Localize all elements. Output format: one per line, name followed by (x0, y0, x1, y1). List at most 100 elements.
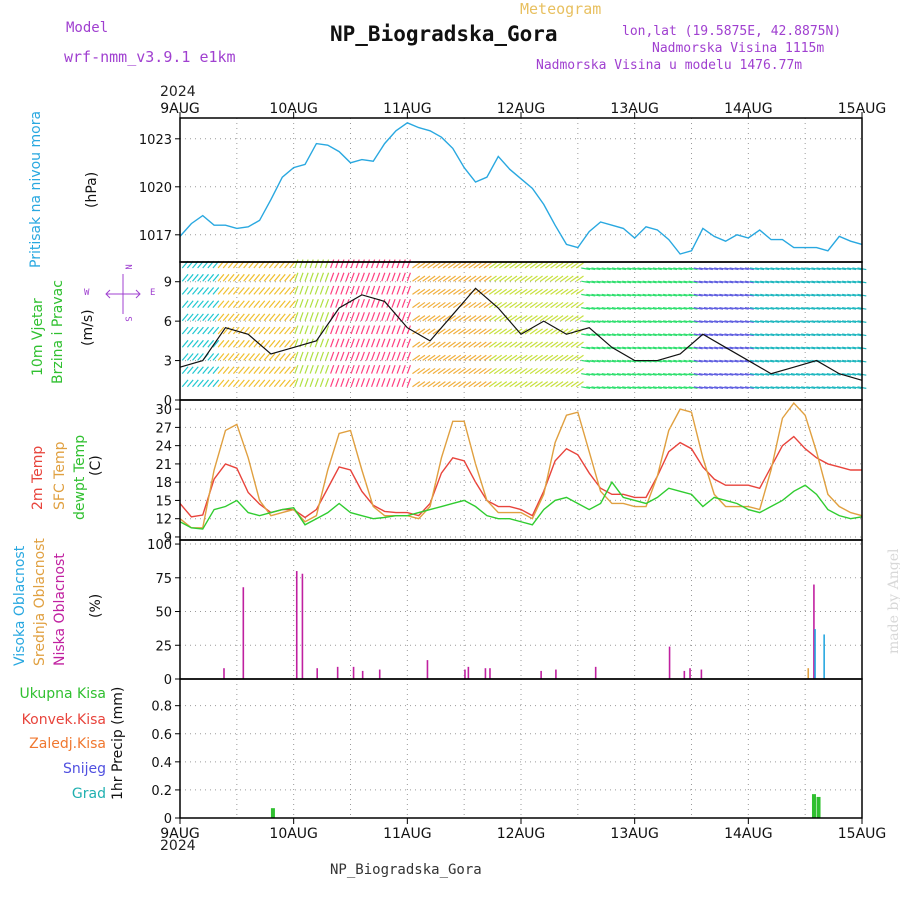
wind-barb (243, 339, 250, 348)
wind-barb (268, 313, 276, 322)
wind-barb (734, 333, 744, 337)
wind-barb (719, 320, 729, 323)
wind-barb (647, 293, 657, 297)
wind-barb (780, 359, 790, 363)
wind-barb (478, 288, 487, 295)
wind-barb (570, 354, 579, 361)
panel-grid-0 (180, 118, 862, 262)
wind-barb (555, 367, 564, 375)
wind-barb (601, 320, 611, 323)
wind-barb (847, 359, 857, 363)
wind-barb (570, 275, 579, 282)
wind-barb (207, 379, 215, 388)
wind-barb (273, 366, 281, 374)
wind-barb (581, 307, 591, 310)
wind-barb (775, 386, 785, 389)
wind-barb (780, 386, 790, 389)
wind-barb (447, 262, 456, 269)
wind-barb (760, 373, 770, 376)
wind-barb (458, 341, 467, 348)
wind-barb (314, 298, 319, 308)
wind-barb (785, 320, 795, 323)
wind-barb (447, 288, 456, 295)
wind-barb (826, 293, 836, 297)
wind-barb (396, 378, 401, 388)
wind-barb (427, 301, 436, 309)
wind-barb (596, 293, 606, 297)
wind-barb (488, 328, 497, 335)
wind-barb (499, 354, 508, 361)
wind-barb (299, 272, 304, 282)
wind-barb (555, 328, 564, 335)
wind-barb (770, 320, 780, 323)
wind-barb (581, 346, 591, 350)
wind-barb (668, 346, 678, 350)
wind-barb (304, 351, 309, 361)
wind-barb (212, 300, 220, 308)
wind-barb (606, 293, 616, 297)
wind-barb (468, 341, 477, 348)
wind-barb (442, 354, 451, 361)
wind-barb (627, 307, 637, 310)
wind-barb (795, 333, 806, 337)
wind-barb (709, 320, 719, 323)
wind-barb (693, 386, 703, 389)
wind-barb (842, 307, 852, 310)
wind-barb (806, 386, 816, 389)
wind-barb (258, 273, 266, 282)
wind-barb (314, 378, 319, 388)
wind-barb (821, 320, 831, 323)
wind-barb (422, 381, 431, 388)
wind-barb (539, 367, 549, 375)
wind-barb (550, 354, 559, 361)
wind-barb (355, 285, 360, 295)
wind-barb (821, 267, 831, 271)
wind-barb (432, 301, 441, 309)
wind-barb (447, 354, 456, 361)
wind-barb (622, 386, 632, 389)
wind-barb (248, 287, 256, 295)
wind-barb (401, 298, 406, 308)
wind-barb (755, 293, 765, 297)
wind-barb (524, 315, 533, 322)
wind-barb (432, 288, 441, 295)
wind-barb (212, 326, 220, 335)
wind-barb (406, 312, 411, 322)
wind-barb (795, 346, 806, 350)
y-tick-label: 9 (164, 276, 172, 291)
wind-barb (335, 351, 340, 361)
wind-barb (268, 379, 276, 388)
precip-label-conv: Konvek.Kisa (21, 712, 106, 728)
wind-barb (248, 313, 256, 322)
y-tick-label: 9 (164, 531, 172, 546)
wind-barb (826, 320, 836, 323)
wind-barb (294, 338, 299, 348)
wind-barb (181, 353, 189, 361)
wind-barb (724, 373, 734, 376)
wind-barb (248, 300, 256, 308)
wind-barb (555, 301, 564, 309)
y-tick-label: 0 (164, 812, 172, 827)
wind-barb (780, 320, 790, 323)
wind-barb (442, 288, 451, 295)
wind-barb (406, 325, 411, 335)
wind-barb (622, 293, 632, 297)
wind-barb (673, 346, 683, 350)
wind-barb (412, 301, 421, 309)
wind-barb (437, 367, 446, 375)
wind-barb (657, 333, 667, 337)
wind-barb (601, 267, 611, 271)
wind-barb (504, 275, 513, 282)
wind-barb (693, 346, 703, 350)
wind-barb (319, 272, 325, 282)
wind-barb (785, 307, 795, 310)
wind-barb (575, 341, 584, 348)
wind-barb (370, 272, 376, 282)
wind-barb (647, 320, 657, 323)
wind-barb (627, 386, 637, 389)
wind-barb (365, 272, 371, 282)
wind-barb (335, 272, 340, 282)
cloud-bar (823, 634, 825, 679)
wind-barb (734, 359, 744, 363)
wind-barb (432, 341, 441, 348)
